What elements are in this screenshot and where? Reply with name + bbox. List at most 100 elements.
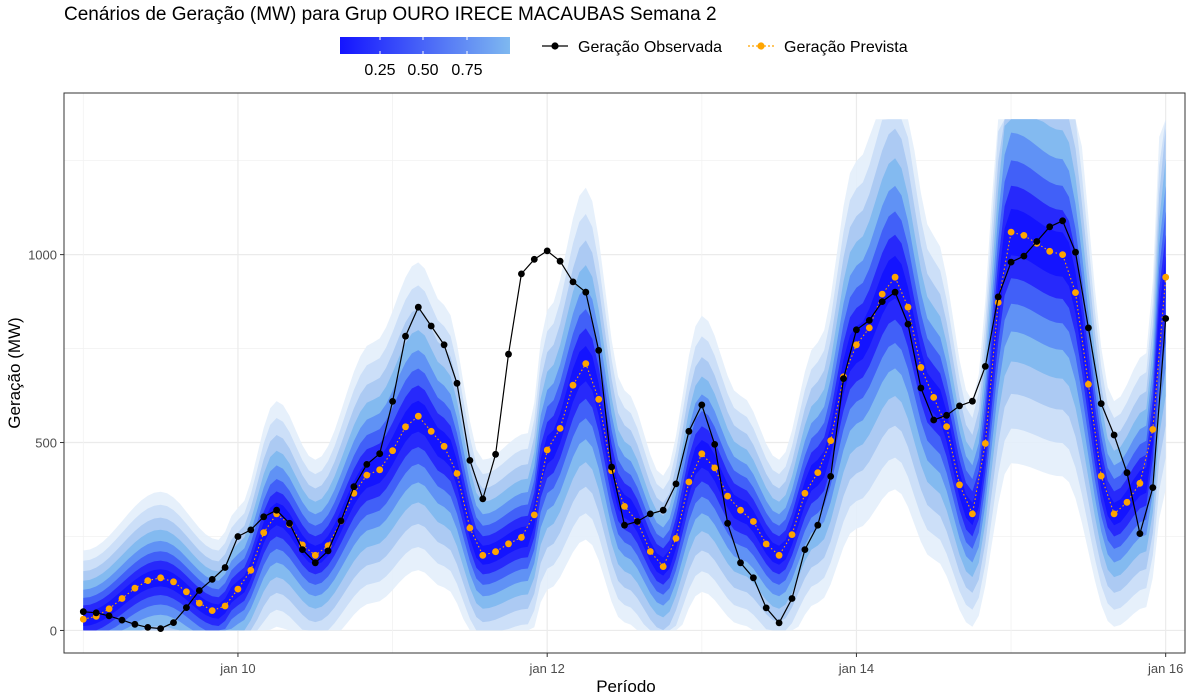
series-0-point-15 <box>273 506 280 514</box>
series-1-point-32 <box>492 548 499 556</box>
series-0-point-2 <box>105 612 113 620</box>
series-1-point-55 <box>788 531 796 538</box>
series-0-point-67 <box>943 411 950 419</box>
series-0-point-40 <box>595 347 603 354</box>
series-1-point-36 <box>543 446 551 454</box>
series-0-point-28 <box>440 341 448 349</box>
series-1-point-56 <box>801 489 809 497</box>
series-0-point-29 <box>453 379 461 387</box>
y-axis: 0 500 1000 <box>28 248 64 638</box>
series-0-point-71 <box>994 293 1002 301</box>
series-0-point-37 <box>556 257 564 265</box>
series-0-point-66 <box>930 416 938 424</box>
series-0-point-6 <box>157 625 165 632</box>
legend-forecast-marker <box>757 42 765 50</box>
series-1-point-13 <box>247 566 255 574</box>
series-1-point-27 <box>427 427 435 435</box>
series-1-point-65 <box>917 364 925 371</box>
series-0-point-68 <box>956 402 963 410</box>
series-1-point-11 <box>221 602 229 610</box>
series-1-point-81 <box>1123 498 1131 506</box>
series-0-point-70 <box>981 363 989 370</box>
y-tick-label-1: 500 <box>35 436 57 451</box>
series-1-point-50 <box>724 492 731 500</box>
series-1-point-24 <box>389 447 396 455</box>
series-0-point-62 <box>878 298 886 305</box>
series-1-point-35 <box>530 511 538 519</box>
series-1-point-63 <box>891 273 899 281</box>
series-0-point-47 <box>685 427 693 435</box>
series-1-point-44 <box>646 548 654 555</box>
series-0-point-83 <box>1149 484 1157 491</box>
series-1-point-5 <box>144 577 152 584</box>
series-0-point-65 <box>917 384 925 392</box>
series-1-point-42 <box>621 503 628 510</box>
series-0-point-50 <box>724 519 731 527</box>
series-1-point-4 <box>131 584 139 592</box>
series-1-point-69 <box>969 510 976 518</box>
series-1-point-7 <box>170 578 177 586</box>
series-1-point-51 <box>737 506 744 514</box>
series-0-point-44 <box>646 510 654 518</box>
x-axis: jan 10 jan 12 jan 14 jan 16 <box>219 653 1183 676</box>
series-0-point-78 <box>1085 324 1092 332</box>
series-1-point-14 <box>260 529 268 537</box>
series-1-point-52 <box>750 518 757 525</box>
series-0-point-14 <box>260 513 268 521</box>
series-0-point-35 <box>530 255 538 263</box>
colorbar-tick-2: 0.75 <box>451 62 482 79</box>
series-1-point-75 <box>1046 247 1054 255</box>
series-0-point-11 <box>221 564 229 571</box>
series-1-point-2 <box>105 605 113 613</box>
series-0-point-75 <box>1046 223 1054 231</box>
series-1-point-64 <box>904 303 912 311</box>
series-0-point-22 <box>363 461 371 468</box>
colorbar <box>340 37 510 54</box>
series-0-point-48 <box>698 401 706 409</box>
series-0-point-39 <box>582 288 590 296</box>
series-1-point-82 <box>1136 479 1144 487</box>
series-1-point-53 <box>762 540 770 548</box>
series-1-point-12 <box>234 585 242 593</box>
series-1-point-72 <box>1007 228 1015 236</box>
y-tick-label-2: 1000 <box>28 248 57 263</box>
series-0-point-76 <box>1059 217 1066 225</box>
series-0-point-5 <box>144 624 152 631</box>
series-0-point-31 <box>479 495 487 503</box>
series-1-point-38 <box>569 381 577 389</box>
series-0-point-18 <box>311 559 319 567</box>
series-0-point-21 <box>350 483 358 491</box>
series-0-point-54 <box>775 619 783 627</box>
series-0-point-17 <box>299 546 306 553</box>
series-0-point-13 <box>247 526 255 534</box>
series-1-point-3 <box>118 595 126 602</box>
series-1-point-10 <box>208 607 216 614</box>
series-0-point-20 <box>337 517 345 525</box>
series-0-point-12 <box>234 533 242 540</box>
series-0-point-46 <box>672 480 680 488</box>
series-0-point-43 <box>634 518 641 525</box>
series-0-point-27 <box>427 322 435 330</box>
series-1-point-70 <box>981 440 989 447</box>
series-1-point-25 <box>402 423 409 431</box>
legend-observed-label: Geração Observada <box>578 39 722 56</box>
series-1-point-6 <box>157 574 165 582</box>
series-1-point-0 <box>79 615 87 623</box>
series-0-point-36 <box>543 247 551 255</box>
series-1-point-9 <box>195 599 203 607</box>
series-1-point-78 <box>1085 380 1092 388</box>
x-tick-label-2: jan 14 <box>838 661 874 676</box>
series-1-point-37 <box>556 425 564 432</box>
colorbar-tick-0: 0.25 <box>364 62 395 79</box>
series-0-point-3 <box>118 616 126 624</box>
x-tick-label-1: jan 12 <box>528 661 564 676</box>
series-1-point-45 <box>659 563 667 570</box>
series-1-point-8 <box>183 588 190 596</box>
legend: 0.25 0.50 0.75 Geração Observada Geração… <box>340 37 908 79</box>
series-1-point-34 <box>518 534 525 541</box>
series-0-point-25 <box>402 332 409 340</box>
series-0-point-82 <box>1136 530 1144 537</box>
series-0-point-32 <box>492 450 499 458</box>
